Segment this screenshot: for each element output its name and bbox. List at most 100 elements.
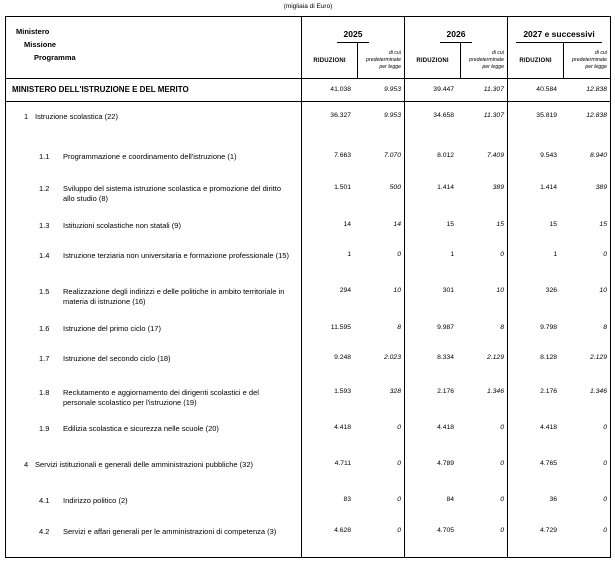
row-description: 1.5 Realizzazione degli indirizzi e dell… — [6, 277, 301, 314]
values-2026: 1.414 389 — [404, 174, 507, 211]
dicui-value: 11.307 — [483, 112, 504, 119]
dicui-value: 10 — [599, 287, 607, 294]
dicui-value: 8 — [397, 324, 401, 331]
dicui-value: 0 — [603, 460, 607, 467]
dicui-value: 8.940 — [589, 152, 607, 159]
riduzioni-value: 11.595 — [330, 324, 352, 331]
row-label: Indirizzo politico (2) — [63, 496, 128, 505]
values-2025: 294 10 — [301, 277, 404, 314]
values-2026: 4.705 0 — [404, 517, 507, 557]
values-2026: 15 15 — [404, 211, 507, 241]
riduzioni-value: 4.418 — [437, 424, 455, 431]
riduzioni-value: 9.543 — [540, 152, 558, 159]
values-2027: 15 15 — [507, 211, 610, 241]
row-number: 1.1 — [39, 152, 50, 161]
riduzioni-column-header: RIDUZIONI — [508, 43, 565, 78]
riduzioni-value: 14 — [343, 221, 352, 228]
year-label: 2027 e successivi — [516, 29, 602, 43]
values-2027: 4.765 0 — [507, 450, 610, 486]
table-row: 1.5 Realizzazione degli indirizzi e dell… — [6, 277, 610, 314]
row-number: 1.7 — [39, 354, 50, 363]
values-2026: 301 10 — [404, 277, 507, 314]
values-2025: 7.663 7.070 — [301, 142, 404, 174]
dicui-value: 10 — [393, 287, 401, 294]
table-row: 1.8 Reclutamento e aggiornamento dei dir… — [6, 378, 610, 414]
values-2026: 2.176 1.346 — [404, 378, 507, 414]
values-2025: 11.595 8 — [301, 314, 404, 344]
dicui-value: 0 — [603, 527, 607, 534]
values-2025: 9.248 2.023 — [301, 344, 404, 378]
dicui-value: 0 — [500, 527, 504, 534]
dicui-value: 14 — [393, 221, 401, 228]
values-2026: 4.789 0 — [404, 450, 507, 486]
dicui-column-header: di cui predeterminate per legge — [572, 50, 607, 70]
table-row: 4 Servizi istituzionali e generali delle… — [6, 450, 610, 486]
values-2025: 83 0 — [301, 486, 404, 517]
row-label: Servizi istituzionali e generali delle a… — [35, 460, 254, 469]
values-2027: 4.418 0 — [507, 414, 610, 450]
row-description: 1.4 Istruzione terziaria non universitar… — [6, 241, 301, 277]
row-number: 1.3 — [39, 221, 50, 230]
row-number: 1.9 — [39, 424, 50, 433]
row-description: 1.1 Programmazione e coordinamento dell'… — [6, 142, 301, 174]
riduzioni-column-header: RIDUZIONI — [302, 43, 359, 78]
dicui-value: 0 — [397, 460, 401, 467]
dicui-value: 0 — [500, 496, 504, 503]
row-description: 1.8 Reclutamento e aggiornamento dei dir… — [6, 378, 301, 414]
row-description: 1 Istruzione scolastica (22) — [6, 102, 301, 142]
riduzioni-value: 35.819 — [536, 112, 558, 119]
riduzioni-value: 1 — [450, 251, 455, 258]
table-header: Ministero Missione Programma 2025 RIDUZI… — [6, 17, 610, 79]
row-number: 4.1 — [39, 496, 50, 505]
values-2027: 36 0 — [507, 486, 610, 517]
dicui-value: 9.953 — [383, 86, 401, 93]
budget-reductions-table: Ministero Missione Programma 2025 RIDUZI… — [5, 16, 611, 558]
riduzioni-value: 83 — [343, 496, 352, 503]
dicui-value: 2.129 — [486, 354, 504, 361]
row-label: Istruzione scolastica (22) — [35, 112, 118, 121]
values-2025: 1.593 328 — [301, 378, 404, 414]
riduzioni-value: 2.176 — [540, 388, 558, 395]
table-row: 1.2 Sviluppo del sistema istruzione scol… — [6, 174, 610, 211]
year-heading: 2025 — [302, 17, 404, 43]
riduzioni-value: 7.663 — [334, 152, 352, 159]
dicui-value: 0 — [500, 424, 504, 431]
table-row: 1.4 Istruzione terziaria non universitar… — [6, 241, 610, 277]
riduzioni-value: 1.414 — [540, 184, 558, 191]
riduzioni-value: 8.128 — [540, 354, 558, 361]
riduzioni-value: 4.711 — [334, 460, 352, 467]
subheader-row: RIDUZIONI di cui predeterminate per legg… — [405, 43, 507, 78]
header-year-group-2026: 2026 RIDUZIONI di cui predeterminate per… — [404, 17, 507, 78]
riduzioni-value: 36.327 — [330, 112, 352, 119]
dicui-value: 11.307 — [483, 86, 504, 93]
row-description: 1.3 Istituzioni scolastiche non statali … — [6, 211, 301, 241]
row-number: 4.2 — [39, 527, 50, 536]
ministry-total-row: MINISTERO DELL'ISTRUZIONE E DEL MERITO 4… — [6, 79, 610, 102]
header-ministero-label: Ministero — [16, 27, 50, 36]
riduzioni-value: 4.418 — [540, 424, 558, 431]
ministry-values-2026: 39.447 11.307 — [404, 79, 507, 101]
riduzioni-value: 2.176 — [437, 388, 455, 395]
row-label: Reclutamento e aggiornamento dei dirigen… — [63, 388, 259, 407]
row-label: Istruzione del secondo ciclo (18) — [63, 354, 171, 363]
dicui-value: 0 — [603, 424, 607, 431]
riduzioni-value: 8.012 — [437, 152, 455, 159]
row-description: 1.7 Istruzione del secondo ciclo (18) — [6, 344, 301, 378]
table-row: 4.2 Servizi e affari generali per le amm… — [6, 517, 610, 557]
row-number: 1 — [24, 112, 29, 121]
table-row: 1 Istruzione scolastica (22) 36.327 9.95… — [6, 102, 610, 142]
riduzioni-value: 1.414 — [437, 184, 455, 191]
values-2027: 9.543 8.940 — [507, 142, 610, 174]
riduzioni-value: 4.705 — [437, 527, 455, 534]
values-2026: 84 0 — [404, 486, 507, 517]
row-label: Servizi e affari generali per le amminis… — [63, 527, 277, 536]
riduzioni-value: 326 — [545, 287, 558, 294]
row-description: 4.1 Indirizzo politico (2) — [6, 486, 301, 517]
values-2025: 4.711 0 — [301, 450, 404, 486]
header-description-column: Ministero Missione Programma — [6, 17, 301, 78]
table-row: 1.7 Istruzione del secondo ciclo (18) 9.… — [6, 344, 610, 378]
riduzioni-value: 8.334 — [437, 354, 455, 361]
riduzioni-value: 4.418 — [334, 424, 352, 431]
dicui-value: 328 — [389, 388, 401, 395]
dicui-value: 7.409 — [486, 152, 504, 159]
